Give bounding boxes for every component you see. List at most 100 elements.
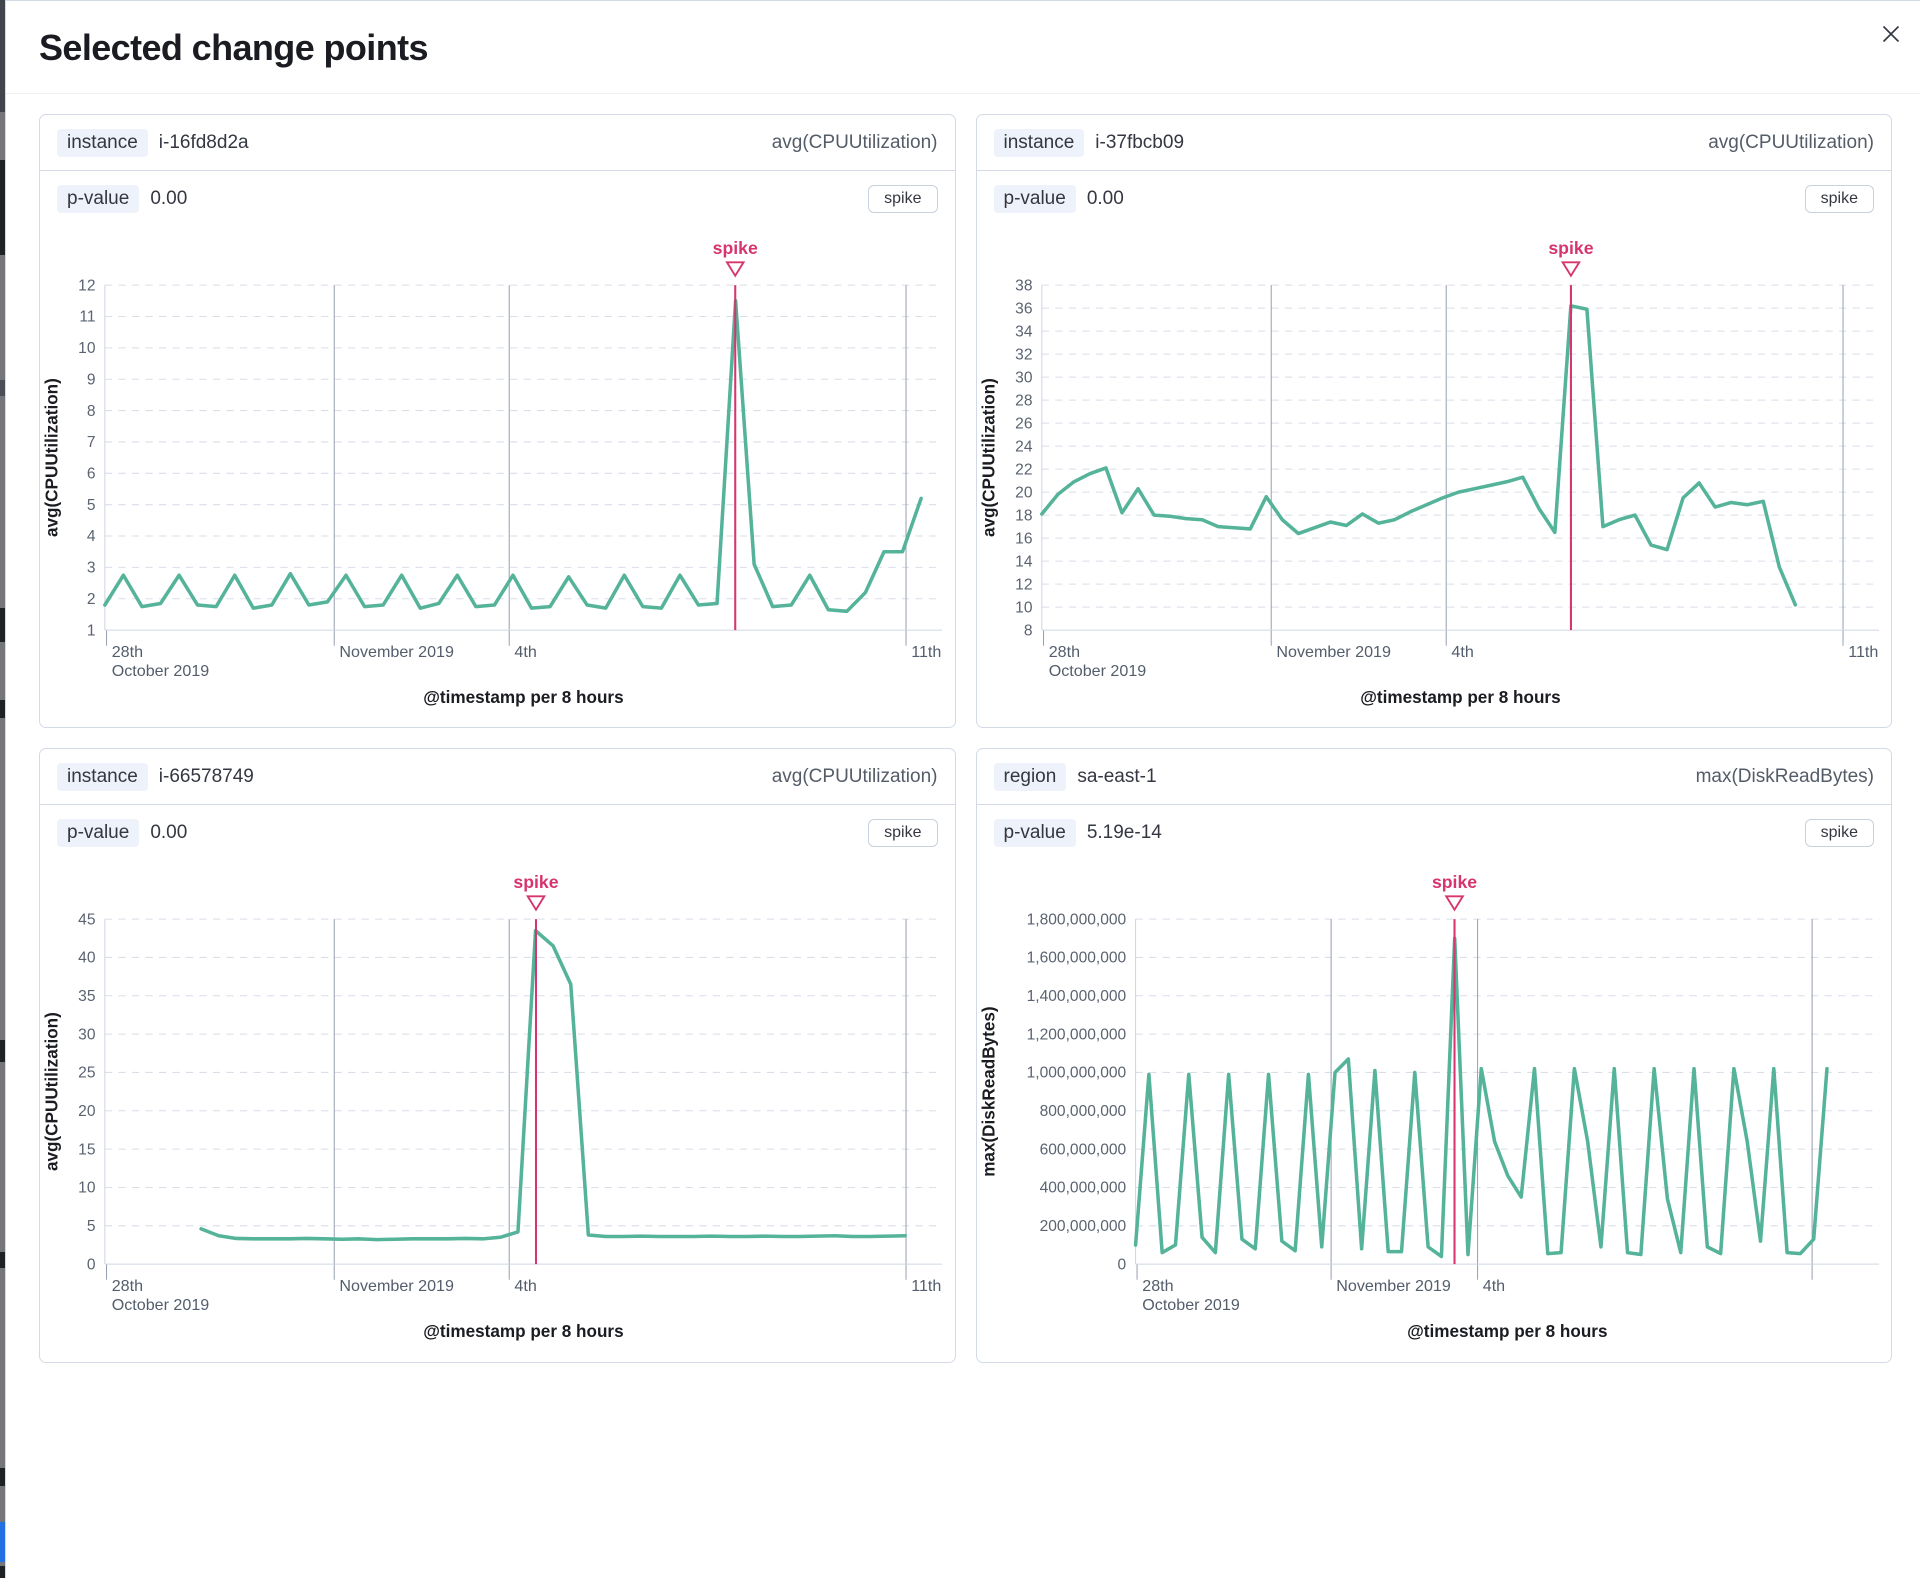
y-tick-label: 1,400,000,000	[1026, 988, 1126, 1005]
field-value: sa-east-1	[1077, 765, 1157, 787]
y-tick-label: 0	[1117, 1257, 1126, 1274]
change-points-flyout: Selected change points instance i-16fd8d…	[5, 0, 1920, 1578]
y-tick-label: 38	[1015, 277, 1032, 294]
field-value: i-66578749	[158, 765, 254, 787]
y-tick-label: 45	[78, 912, 96, 929]
y-tick-label: 5	[87, 497, 96, 514]
x-tick-label: November 2019	[339, 1278, 454, 1296]
spike-marker-icon	[1444, 895, 1465, 912]
y-tick-label: 0	[87, 1257, 96, 1274]
y-tick-label: 8	[87, 403, 96, 420]
y-tick-label: 10	[1015, 599, 1033, 616]
x-tick-label: October 2019	[112, 1296, 210, 1314]
y-tick-label: 15	[78, 1142, 96, 1159]
p-value: 0.00	[150, 822, 188, 844]
background-page-edge	[0, 0, 5, 1578]
y-tick-label: 28	[1015, 392, 1032, 409]
x-tick-label: October 2019	[112, 662, 210, 680]
change-point-chart[interactable]: 38 36 34 32 30 28 26 24 22 20 18 16 14 12 10 8 28thOctob…	[977, 229, 1892, 717]
y-tick-label: 1,000,000,000	[1026, 1065, 1126, 1082]
change-point-type-button[interactable]: spike	[1804, 185, 1874, 213]
y-tick-label: 25	[78, 1065, 96, 1082]
y-tick-label: 1,200,000,000	[1026, 1027, 1126, 1044]
change-point-chart[interactable]: 1,800,000,000 1,600,000,000 1,400,000,000 1…	[977, 863, 1892, 1351]
background-artifact	[0, 1468, 5, 1486]
background-artifact	[0, 1252, 5, 1268]
y-tick-label: 9	[87, 371, 96, 388]
y-tick-label: 11	[79, 309, 95, 326]
flyout-close-button[interactable]	[1874, 17, 1908, 51]
split-field: instance i-37fbcb09	[993, 128, 1185, 157]
x-tick-label: 4th	[1451, 643, 1473, 661]
field-value: i-37fbcb09	[1095, 131, 1185, 153]
page-title: Selected change points	[39, 27, 429, 68]
spike-marker-icon	[725, 261, 746, 278]
p-value-group: p-value 0.00	[993, 185, 1124, 213]
y-tick-label: 40	[78, 950, 96, 967]
series-line	[1133, 936, 1829, 1259]
p-value-badge: p-value	[993, 185, 1076, 213]
x-tick-label: 28th	[112, 643, 143, 661]
spike-annotation-label: spike	[1431, 872, 1476, 892]
y-tick-label: 22	[1015, 461, 1032, 478]
field-name-badge: region	[993, 762, 1067, 791]
change-point-type-button[interactable]: spike	[868, 185, 938, 213]
series-line	[199, 929, 907, 1242]
close-icon	[1882, 25, 1900, 43]
background-artifact	[0, 1040, 5, 1062]
y-tick-label: 6	[87, 466, 96, 483]
field-value: i-16fd8d2a	[158, 131, 249, 153]
spike-annotation-label: spike	[1548, 238, 1593, 258]
metric-label: max(DiskReadBytes)	[1695, 765, 1874, 787]
change-point-type-button[interactable]: spike	[868, 819, 938, 848]
spike-marker-icon	[526, 895, 546, 912]
x-tick-label: 28th	[112, 1278, 143, 1296]
change-point-type-button[interactable]: spike	[1804, 819, 1874, 848]
x-tick-label: 4th	[514, 1278, 536, 1296]
split-field: region sa-east-1	[993, 762, 1157, 791]
x-tick-label: October 2019	[1142, 1296, 1240, 1314]
background-artifact	[0, 160, 5, 255]
y-tick-label: 800,000,000	[1039, 1103, 1126, 1120]
y-tick-label: 7	[87, 434, 96, 451]
x-tick-label: November 2019	[339, 643, 454, 661]
y-tick-label: 16	[1015, 530, 1032, 547]
series-line	[1039, 304, 1797, 607]
x-tick-label: 11th	[911, 643, 941, 661]
panel-header-row: instance i-66578749 avg(CPUUtilization)	[40, 749, 955, 806]
y-tick-label: 12	[78, 277, 95, 294]
y-axis-title: avg(CPUUtilization)	[42, 378, 62, 537]
p-value-group: p-value 0.00	[57, 819, 188, 848]
y-tick-label: 30	[78, 1027, 96, 1044]
panel-header-row: region sa-east-1 max(DiskReadBytes)	[976, 749, 1891, 806]
panel-subheader-row: p-value 5.19e-14 spike	[977, 805, 1892, 861]
panel-header-row: instance i-16fd8d2a avg(CPUUtilization)	[40, 115, 955, 171]
y-tick-label: 600,000,000	[1039, 1142, 1126, 1159]
y-tick-label: 26	[1015, 415, 1032, 432]
y-tick-label: 1,600,000,000	[1026, 950, 1126, 967]
background-artifact	[0, 0, 5, 112]
p-value-badge: p-value	[57, 819, 140, 848]
p-value: 0.00	[1086, 188, 1124, 209]
x-axis-title: @timestamp per 8 hours	[1360, 687, 1560, 707]
y-tick-label: 3	[87, 560, 96, 577]
background-artifact	[0, 700, 5, 718]
y-tick-label: 20	[78, 1103, 96, 1120]
y-axis-title: max(DiskReadBytes)	[978, 1007, 998, 1177]
y-tick-label: 10	[78, 340, 96, 357]
x-tick-label: 4th	[1482, 1278, 1504, 1296]
field-name-badge: instance	[57, 128, 148, 157]
y-tick-label: 1	[87, 622, 96, 639]
background-artifact	[0, 608, 5, 642]
y-tick-label: 14	[1015, 553, 1033, 570]
change-point-panel: instance i-66578749 avg(CPUUtilization) …	[39, 748, 956, 1363]
x-tick-label: November 2019	[1336, 1278, 1451, 1296]
x-tick-label: October 2019	[1048, 662, 1146, 680]
background-artifact	[0, 1566, 5, 1578]
series-line	[103, 299, 923, 614]
x-axis-title: @timestamp per 8 hours	[423, 1321, 623, 1341]
metric-label: avg(CPUUtilization)	[1708, 131, 1874, 153]
